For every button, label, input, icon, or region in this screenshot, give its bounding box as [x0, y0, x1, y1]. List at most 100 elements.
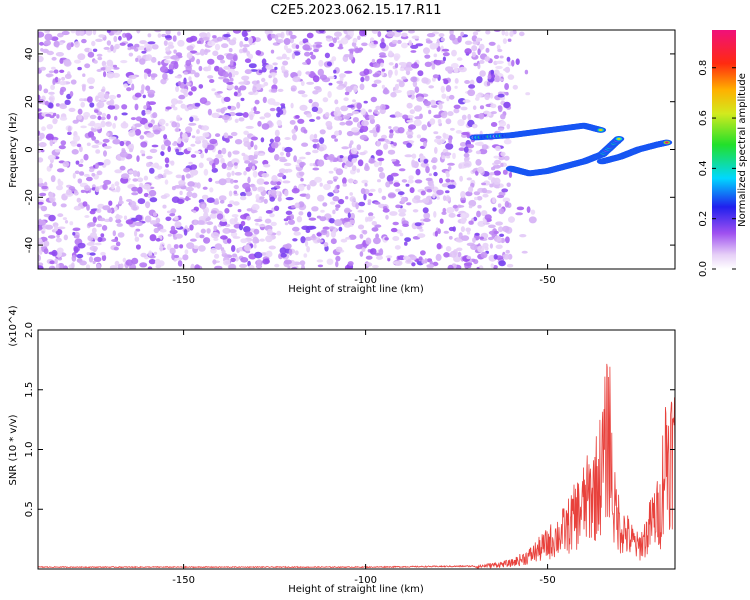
heatmap-noise-blob — [114, 260, 120, 267]
heatmap-noise-blob — [221, 162, 227, 169]
heatmap-noise-blob — [428, 109, 432, 115]
heatmap-noise-blob — [60, 203, 67, 208]
heatmap-noise-blob — [492, 197, 496, 204]
heatmap-noise-blob — [254, 238, 260, 244]
heatmap-noise-blob — [202, 186, 208, 190]
heatmap-noise-blob — [232, 30, 242, 34]
heatmap-noise-blob — [100, 89, 106, 92]
heatmap-noise-blob — [163, 59, 171, 64]
heatmap-noise-blob — [139, 40, 147, 45]
heatmap-noise-blob — [262, 96, 267, 104]
heatmap-noise-blob — [96, 223, 103, 228]
heatmap-noise-blob — [77, 178, 83, 184]
heatmap-noise-blob — [439, 218, 444, 224]
heatmap-noise-blob — [505, 236, 510, 244]
heatmap-noise-blob — [463, 152, 470, 158]
heatmap-noise-blob — [495, 221, 503, 226]
heatmap-noise-blob — [269, 138, 274, 143]
heatmap-noise-blob — [479, 43, 485, 50]
heatmap-noise-blob — [79, 146, 83, 153]
heatmap-noise-blob — [91, 40, 96, 47]
heatmap-noise-blob — [89, 102, 95, 108]
heatmap-noise-blob — [405, 183, 410, 187]
heatmap-noise-blob — [159, 65, 169, 73]
heatmap-noise-blob — [496, 44, 501, 51]
heatmap-noise-blob — [183, 77, 187, 85]
heatmap-noise-blob — [473, 62, 478, 67]
heatmap-noise-blob — [94, 109, 99, 113]
heatmap-noise-blob — [185, 173, 191, 179]
heatmap-noise-blob — [121, 112, 128, 116]
heatmap-noise-blob — [270, 88, 278, 93]
heatmap-noise-blob — [92, 48, 98, 52]
heatmap-noise-blob — [442, 132, 447, 139]
heatmap-noise-blob — [450, 127, 455, 131]
heatmap-noise-blob — [59, 116, 68, 121]
heatmap-noise-blob — [49, 196, 56, 203]
heatmap-noise-blob — [492, 265, 498, 269]
heatmap-noise-blob — [88, 256, 94, 263]
heatmap-noise-blob — [432, 74, 439, 79]
heatmap-noise-blob — [308, 217, 317, 221]
heatmap-noise-blob — [235, 256, 239, 262]
heatmap-noise-blob — [89, 120, 96, 127]
heatmap-noise-blob — [426, 188, 433, 193]
heatmap-noise-blob — [476, 266, 480, 269]
heatmap-noise-blob — [389, 180, 393, 185]
heatmap-noise-blob — [170, 225, 176, 232]
heatmap-noise-blob — [314, 176, 322, 183]
heatmap-noise-blob — [45, 133, 54, 141]
heatmap-noise-blob — [186, 191, 193, 198]
heatmap-noise-blob — [291, 128, 297, 134]
heatmap-noise-blob — [364, 114, 371, 121]
heatmap-noise-blob — [362, 240, 367, 247]
heatmap-noise-blob — [183, 167, 191, 173]
heatmap-noise-blob — [146, 162, 151, 168]
heatmap-noise-blob — [329, 218, 335, 224]
heatmap-noise-blob — [317, 68, 324, 76]
heatmap-noise-blob — [40, 205, 48, 212]
heatmap-noise-blob — [411, 35, 420, 40]
heatmap-noise-blob — [497, 127, 504, 131]
heatmap-noise-blob — [406, 102, 413, 109]
heatmap-noise-blob — [502, 253, 511, 260]
heatmap-noise-blob — [428, 85, 435, 89]
heatmap-noise-blob — [237, 209, 242, 213]
heatmap-noise-blob — [403, 255, 409, 261]
heatmap-noise-blob — [495, 60, 504, 64]
heatmap-noise-blob — [306, 113, 313, 118]
heatmap-noise-blob — [352, 117, 359, 123]
heatmap-noise-blob — [134, 236, 140, 242]
heatmap-noise-blob — [271, 142, 279, 149]
heatmap-noise-blob — [519, 234, 527, 238]
heatmap-noise-blob — [509, 30, 514, 37]
heatmap-noise-blob — [221, 249, 226, 255]
heatmap-noise-blob — [44, 33, 53, 41]
heatmap-noise-blob — [369, 118, 375, 125]
heatmap-noise-blob — [251, 203, 260, 211]
heatmap-noise-blob — [91, 227, 97, 234]
heatmap-noise-blob — [411, 153, 417, 159]
heatmap-noise-blob — [158, 118, 166, 126]
heatmap-noise-blob — [345, 196, 349, 200]
heatmap-noise-blob — [410, 50, 417, 53]
heatmap-noise-blob — [347, 104, 355, 108]
heatmap-noise-blob — [56, 247, 64, 254]
heatmap-noise-blob — [490, 103, 497, 109]
heatmap-noise-blob — [245, 125, 254, 129]
heatmap-noise-blob — [282, 60, 289, 66]
heatmap-noise-blob — [170, 104, 176, 108]
heatmap-noise-blob — [57, 180, 64, 187]
heatmap-noise-blob — [456, 57, 463, 61]
heatmap-noise-blob — [230, 178, 234, 184]
heatmap-noise-blob — [140, 252, 147, 258]
heatmap-noise-blob — [135, 228, 141, 232]
heatmap-noise-blob — [41, 126, 46, 132]
heatmap-noise-blob — [54, 149, 61, 153]
heatmap-noise-blob — [163, 40, 168, 46]
heatmap-noise-blob — [484, 93, 490, 101]
heatmap-noise-blob — [128, 52, 134, 57]
heatmap-noise-blob — [363, 193, 367, 201]
heatmap-noise-blob — [79, 98, 84, 102]
heatmap-noise-blob — [231, 214, 239, 218]
